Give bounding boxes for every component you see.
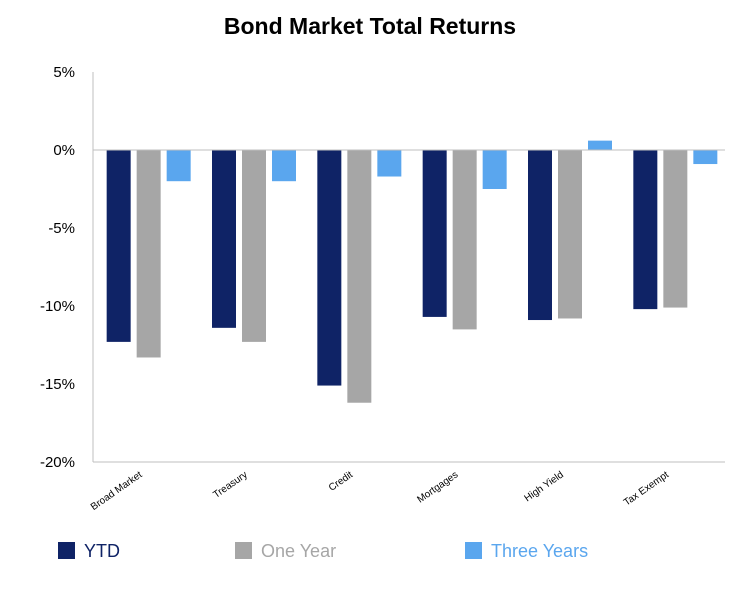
x-tick-label-treasury: Treasury xyxy=(211,469,249,500)
chart-title: Bond Market Total Returns xyxy=(224,13,516,39)
x-tick-label-mortgages: Mortgages xyxy=(415,469,460,505)
legend-swatch-ytd xyxy=(58,542,75,559)
x-tick-label-credit: Credit xyxy=(327,469,355,493)
y-tick-label: 5% xyxy=(53,64,75,81)
y-tick-label: -15% xyxy=(40,376,75,393)
bars-layer xyxy=(106,140,718,403)
bar-three-years-credit xyxy=(377,150,402,177)
legend-swatch-three-years xyxy=(465,542,482,559)
bar-one-year-broad-market xyxy=(136,150,161,358)
y-tick-label: -10% xyxy=(40,298,75,315)
y-tick-label: 0% xyxy=(53,142,75,159)
y-tick-label: -5% xyxy=(48,220,75,237)
x-tick-label-tax-exempt: Tax Exempt xyxy=(622,469,671,508)
bar-three-years-high-yield xyxy=(588,140,612,150)
bar-three-years-broad-market xyxy=(166,150,191,182)
bar-three-years-mortgages xyxy=(482,150,507,189)
y-axis-ticks: 5% 0% -5% -10% -15% -20% xyxy=(40,64,75,471)
legend-label-ytd: YTD xyxy=(84,541,120,561)
legend-label-one-year: One Year xyxy=(261,541,336,561)
x-tick-label-broad-market: Broad Market xyxy=(89,469,145,513)
bar-ytd-tax-exempt xyxy=(633,150,658,310)
bar-ytd-mortgages xyxy=(422,150,447,317)
y-tick-label: -20% xyxy=(40,454,75,471)
bar-one-year-high-yield xyxy=(558,150,582,319)
bar-one-year-treasury xyxy=(242,150,266,342)
bar-three-years-treasury xyxy=(272,150,296,182)
bar-one-year-mortgages xyxy=(452,150,477,330)
x-tick-label-high-yield: High Yield xyxy=(523,469,566,504)
legend-label-three-years: Three Years xyxy=(491,541,588,561)
bar-one-year-tax-exempt xyxy=(663,150,688,308)
bar-ytd-credit xyxy=(317,150,342,386)
x-axis-ticks: Broad Market Treasury Credit Mortgages High … xyxy=(89,469,671,513)
bar-ytd-high-yield xyxy=(528,150,552,321)
legend: YTD One Year Three Years xyxy=(58,541,588,561)
legend-swatch-one-year xyxy=(235,542,252,559)
bar-ytd-broad-market xyxy=(106,150,131,342)
bar-three-years-tax-exempt xyxy=(693,150,718,165)
bar-ytd-treasury xyxy=(212,150,236,328)
bar-one-year-credit xyxy=(347,150,372,403)
